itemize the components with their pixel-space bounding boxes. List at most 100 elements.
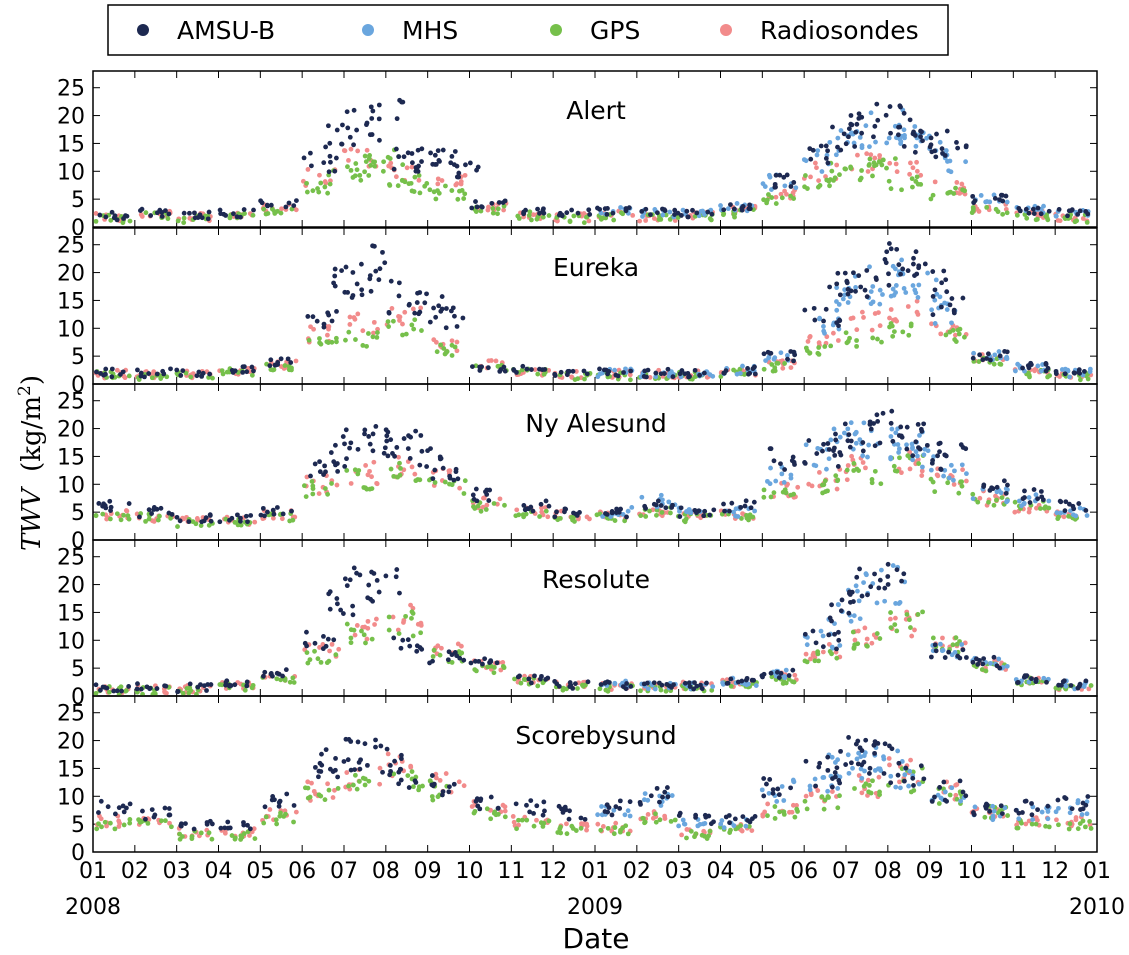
data-point: [869, 640, 875, 646]
data-point: [954, 139, 959, 145]
data-point: [999, 811, 1005, 817]
data-point: [564, 831, 570, 837]
data-point: [386, 627, 392, 633]
data-point: [347, 314, 353, 320]
data-point: [473, 209, 479, 214]
data-point: [684, 208, 690, 214]
data-point: [431, 647, 437, 653]
data-point: [895, 442, 901, 447]
data-point: [1016, 498, 1022, 504]
data-point: [1015, 825, 1021, 831]
data-point: [875, 740, 881, 746]
data-point: [656, 680, 662, 686]
y-tick-label: 25: [57, 77, 85, 102]
data-point: [114, 367, 120, 373]
data-point: [1057, 498, 1063, 504]
data-point: [845, 426, 851, 432]
data-point: [864, 636, 870, 642]
data-point: [835, 477, 841, 483]
data-point: [654, 210, 660, 216]
data-point: [327, 589, 333, 595]
data-point: [991, 502, 997, 508]
data-point: [454, 324, 460, 329]
data-point: [316, 768, 322, 774]
x-tick-label: 11: [999, 859, 1027, 884]
data-point: [931, 454, 936, 460]
data-point: [669, 369, 674, 375]
data-point: [859, 130, 865, 136]
data-point: [836, 629, 841, 635]
data-point: [345, 289, 351, 295]
data-point: [401, 154, 407, 160]
data-point: [270, 515, 276, 521]
data-point: [664, 681, 670, 687]
data-point: [1045, 816, 1051, 822]
data-point: [837, 292, 843, 298]
data-point: [164, 690, 169, 696]
data-point: [932, 321, 938, 326]
data-point: [875, 766, 881, 772]
data-point: [586, 207, 592, 213]
data-point: [334, 309, 339, 314]
data-point: [93, 690, 99, 696]
data-point: [571, 510, 576, 516]
data-point: [457, 485, 463, 491]
data-point: [484, 502, 490, 508]
data-point: [260, 505, 266, 511]
data-point: [501, 207, 507, 213]
data-point: [347, 577, 353, 583]
data-point: [844, 467, 850, 473]
x-tick-label: 01: [79, 859, 107, 884]
data-point: [953, 782, 959, 788]
data-point: [867, 144, 872, 150]
data-point: [556, 684, 562, 689]
data-point: [838, 608, 844, 614]
data-point: [897, 599, 903, 605]
data-point: [367, 132, 373, 138]
y-tick-label: 15: [57, 757, 85, 782]
data-point: [916, 461, 922, 466]
data-point: [515, 213, 521, 219]
data-point: [812, 658, 818, 664]
data-point: [1039, 494, 1045, 500]
data-point: [364, 486, 370, 492]
data-point: [684, 827, 690, 832]
data-point: [1065, 213, 1070, 219]
data-point: [905, 304, 911, 309]
data-point: [874, 101, 880, 107]
data-point: [932, 287, 938, 293]
data-point: [972, 804, 978, 810]
data-point: [605, 825, 611, 831]
data-point: [359, 292, 365, 298]
data-point: [930, 312, 936, 318]
data-point: [424, 291, 429, 297]
data-point: [894, 169, 900, 175]
y-tick-label: 25: [57, 390, 85, 415]
data-point: [433, 339, 439, 345]
data-point: [830, 330, 836, 336]
data-point: [371, 319, 377, 325]
data-point: [853, 129, 859, 135]
y-tick-label: 15: [57, 601, 85, 626]
data-point: [103, 371, 108, 377]
data-point: [1039, 809, 1045, 815]
data-point: [702, 508, 708, 514]
data-point: [305, 795, 311, 801]
legend-frame: [107, 4, 949, 56]
data-point: [125, 513, 131, 519]
data-point: [983, 803, 988, 809]
data-point: [731, 206, 737, 212]
data-point: [707, 512, 713, 518]
data-point: [560, 809, 566, 815]
data-point: [575, 376, 581, 382]
data-point: [790, 777, 796, 783]
data-point: [134, 686, 140, 692]
data-point: [488, 816, 494, 822]
data-point: [974, 656, 979, 662]
data-point: [765, 813, 770, 819]
data-point: [866, 789, 872, 795]
data-point: [1005, 482, 1010, 488]
data-point: [350, 612, 356, 618]
data-point: [1062, 795, 1068, 800]
data-point: [989, 485, 994, 491]
